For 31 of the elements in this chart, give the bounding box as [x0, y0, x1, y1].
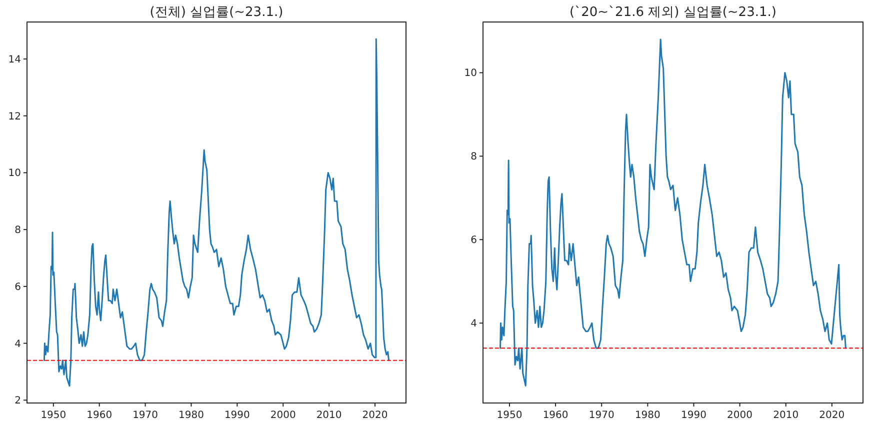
y-tick-label: 10	[8, 168, 21, 180]
x-tick-label: 1960	[86, 410, 112, 421]
x-tick-label: 2000	[270, 410, 296, 421]
y-tick-label: 8	[14, 225, 21, 236]
line-series	[500, 38, 846, 386]
y-tick-label: 6	[14, 282, 21, 293]
x-tick-label: 1970	[588, 410, 614, 421]
x-tick-label: 1990	[224, 410, 250, 421]
y-tick-label: 14	[8, 54, 21, 66]
x-tick-label: 1970	[132, 410, 158, 421]
line-series	[43, 38, 390, 387]
x-tick-label: 1980	[178, 410, 204, 421]
y-tick-label: 12	[8, 111, 21, 122]
y-tick-label: 6	[470, 235, 477, 246]
x-tick-label: 2000	[727, 410, 753, 421]
chart-title: (`20~`21.6 제외) 실업률(~23.1.)	[570, 5, 776, 20]
y-tick-label: 8	[470, 152, 477, 163]
x-tick-label: 1950	[40, 410, 66, 421]
y-tick-label: 4	[470, 318, 477, 330]
x-tick-label: 2020	[819, 410, 845, 421]
chart-title: (전체) 실업률(~23.1.)	[150, 5, 284, 20]
y-tick-label: 4	[14, 338, 21, 350]
x-tick-label: 2020	[362, 410, 388, 421]
x-tick-label: 1950	[496, 410, 522, 421]
x-tick-label: 2010	[316, 410, 342, 421]
x-tick-label: 1980	[634, 410, 660, 421]
x-tick-label: 2010	[773, 410, 799, 421]
x-tick-label: 1990	[681, 410, 706, 421]
x-tick-label: 1960	[542, 410, 568, 421]
y-tick-label: 2	[14, 396, 21, 407]
y-tick-label: 10	[464, 68, 477, 80]
